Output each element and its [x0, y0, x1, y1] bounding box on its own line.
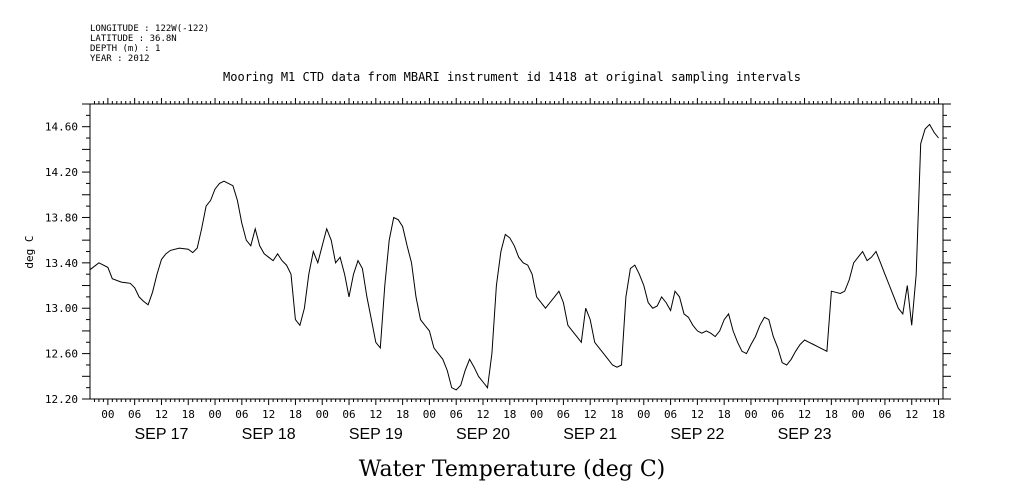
meta-line-longitude: LONGITUDE : 122W(-122): [90, 24, 209, 34]
x-hour-label: 12: [155, 408, 168, 421]
x-hour-label: 12: [905, 408, 918, 421]
x-hour-label: 06: [450, 408, 463, 421]
x-axis-title: Water Temperature (deg C): [359, 457, 666, 482]
x-hour-label: 00: [637, 408, 650, 421]
y-tick-label: 13.00: [45, 302, 78, 315]
x-hour-label: 06: [878, 408, 891, 421]
chart-title: Mooring M1 CTD data from MBARI instrumen…: [223, 70, 801, 84]
x-hour-label: 00: [852, 408, 865, 421]
x-day-labels: SEP 17 SEP 18 SEP 19 SEP 20 SEP 21 SEP 22 SEP …: [134, 426, 831, 443]
y-axis-label: deg C: [23, 235, 36, 268]
meta-line-depth: DEPTH (m) : 1: [90, 44, 160, 54]
x-day-label: SEP 22: [670, 426, 724, 443]
y-tick-label: 14.60: [45, 121, 78, 134]
x-hour-label: 12: [262, 408, 275, 421]
x-hour-label: 06: [342, 408, 355, 421]
x-hour-label: 18: [396, 408, 409, 421]
x-hour-label: 00: [208, 408, 221, 421]
x-hour-label: 06: [664, 408, 677, 421]
x-hour-label: 12: [691, 408, 704, 421]
y-tick-label: 14.20: [45, 166, 78, 179]
x-hour-label: 18: [610, 408, 623, 421]
x-hour-label: 00: [316, 408, 329, 421]
y-tick-label: 12.60: [45, 348, 78, 361]
x-hour-label: 18: [825, 408, 838, 421]
x-hour-label: 12: [369, 408, 382, 421]
x-hour-label: 00: [423, 408, 436, 421]
meta-line-latitude: LATITUDE : 36.8N: [90, 34, 177, 44]
x-hour-label: 18: [182, 408, 195, 421]
x-day-label: SEP 19: [349, 426, 403, 443]
x-hour-label: 18: [289, 408, 302, 421]
x-hour-label: 06: [128, 408, 141, 421]
x-hour-label: 06: [771, 408, 784, 421]
x-hour-label: 00: [744, 408, 757, 421]
y-tick-label: 13.40: [45, 257, 78, 270]
y-tick-label: 13.80: [45, 211, 78, 224]
x-hour-label: 00: [530, 408, 543, 421]
x-hour-label: 00: [101, 408, 114, 421]
y-tick-label: 12.20: [45, 393, 78, 406]
x-day-label: SEP 18: [242, 426, 296, 443]
x-hour-label: 18: [718, 408, 731, 421]
x-hour-label: 06: [557, 408, 570, 421]
series-line-water-temperature: [89, 123, 939, 391]
x-hour-label: 12: [798, 408, 811, 421]
x-hour-label: 18: [503, 408, 516, 421]
x-day-label: SEP 21: [563, 426, 617, 443]
x-day-label: SEP 20: [456, 426, 510, 443]
axis-ticks: [82, 98, 951, 405]
x-day-label: SEP 23: [778, 426, 832, 443]
x-hour-label: 12: [476, 408, 489, 421]
x-hour-label: 06: [235, 408, 248, 421]
x-hour-label: 12: [584, 408, 597, 421]
y-tick-labels: 12.20 12.60 13.00 13.40 13.80 14.20 14.60: [45, 121, 78, 406]
x-day-label: SEP 17: [134, 426, 188, 443]
meta-line-year: YEAR : 2012: [90, 54, 150, 64]
x-hour-labels: 00 06 12 18 00 06 12 18 00 06 12 18 00 06 12 18 00 06 12 18…: [101, 408, 945, 421]
x-hour-label: 18: [932, 408, 945, 421]
metadata-block: LONGITUDE : 122W(-122) LATITUDE : 36.8N …: [90, 24, 209, 64]
